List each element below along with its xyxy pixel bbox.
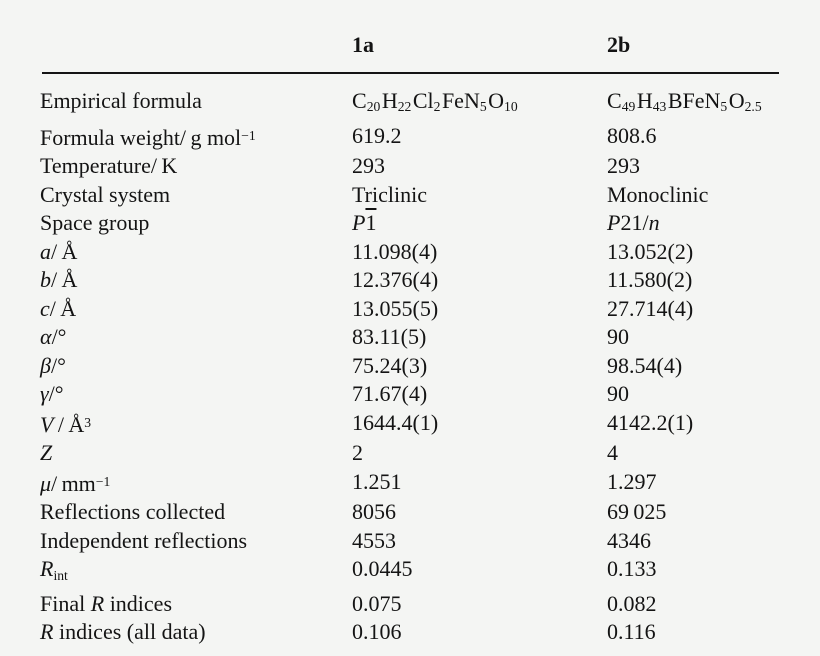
value-1a: 1.251 — [352, 468, 402, 494]
value-2b: 4346 — [607, 527, 651, 553]
value-1a: 0.0445 — [352, 556, 413, 582]
value-1a: 11.098(4) — [352, 238, 438, 264]
table-row: γ/° 71.67(4) 90 — [40, 380, 820, 408]
value-2b: C49H43BFeN5O2.5 — [607, 88, 762, 115]
row-label: Formula weight/ g mol−1 — [40, 125, 256, 151]
value-2b: 4 — [607, 440, 618, 466]
table-row: b/ Å 12.376(4) 11.580(2) — [40, 266, 820, 294]
table-row: c/ Å 13.055(5) 27.714(4) — [40, 295, 820, 323]
table-row: Formula weight/ g mol−1 619.2 808.6 — [40, 122, 820, 153]
value-1a: 12.376(4) — [352, 267, 439, 293]
value-1a: P1 — [352, 210, 377, 236]
value-1a: 4553 — [352, 527, 396, 553]
table-row: Independent reflections 4553 4346 — [40, 527, 820, 555]
value-1a: Triclinic — [352, 181, 427, 207]
table-row: Temperature/ K 293 293 — [40, 152, 820, 180]
value-2b: Monoclinic — [607, 181, 709, 207]
table-row: Z 2 4 — [40, 439, 820, 467]
column-header-1a: 1a — [352, 32, 374, 57]
value-2b: 293 — [607, 153, 640, 179]
table-row: β/° 75.24(3) 98.54(4) — [40, 352, 820, 380]
row-label: γ/° — [40, 381, 64, 407]
value-1a: 1644.4(1) — [352, 409, 439, 435]
value-1a: 0.075 — [352, 591, 402, 617]
table-row: α/° 83.11(5) 90 — [40, 323, 820, 351]
row-label: α/° — [40, 324, 67, 350]
row-label: Rint — [40, 556, 68, 583]
value-1a: 83.11(5) — [352, 324, 427, 350]
value-2b: 4142.2(1) — [607, 409, 694, 435]
value-2b: 0.116 — [607, 619, 656, 645]
value-2b: 27.714(4) — [607, 295, 694, 321]
row-label: a/ Å — [40, 238, 78, 264]
value-1a: C20H22Cl2FeN5O10 — [352, 88, 518, 115]
table-row: Rint 0.0445 0.133 — [40, 555, 820, 590]
value-2b: 0.082 — [607, 591, 657, 617]
value-2b: 1.297 — [607, 468, 657, 494]
header-spacer — [40, 32, 352, 72]
row-label: c/ Å — [40, 295, 77, 321]
table-row: V / Å3 1644.4(1) 4142.2(1) — [40, 409, 820, 440]
value-1a: 0.106 — [352, 619, 402, 645]
value-2b: 0.133 — [607, 556, 657, 582]
value-2b: 11.580(2) — [607, 267, 693, 293]
table-header-row: 1a 2b — [40, 32, 820, 72]
table-body: Empirical formula C20H22Cl2FeN5O10 C49H43B… — [40, 87, 820, 647]
header-rule — [42, 72, 779, 74]
row-label: Reflections collected — [40, 499, 226, 525]
value-2b: 13.052(2) — [607, 238, 694, 264]
row-label: Crystal system — [40, 181, 171, 207]
table-row: R indices (all data) 0.106 0.116 — [40, 618, 820, 646]
table-row: Crystal system Triclinic Monoclinic — [40, 181, 820, 209]
row-label: Temperature/ K — [40, 153, 178, 179]
value-2b: P21/n — [607, 210, 660, 236]
value-1a: 619.2 — [352, 122, 402, 148]
row-label: R indices (all data) — [40, 619, 206, 645]
row-label: V / Å3 — [40, 411, 92, 437]
value-1a: 2 — [352, 440, 363, 466]
value-2b: 90 — [607, 324, 629, 350]
value-2b: 98.54(4) — [607, 352, 683, 378]
table-row: μ/ mm−1 1.251 1.297 — [40, 468, 820, 499]
table-row: Empirical formula C20H22Cl2FeN5O10 C49H43B… — [40, 87, 820, 122]
row-label: β/° — [40, 352, 66, 378]
row-label: Z — [40, 440, 53, 466]
value-1a: 293 — [352, 153, 385, 179]
row-label: Space group — [40, 210, 150, 236]
value-2b: 808.6 — [607, 122, 657, 148]
row-label: Empirical formula — [40, 88, 202, 113]
row-label: Independent reflections — [40, 527, 248, 553]
value-2b: 90 — [607, 381, 629, 407]
row-label: Final R indices — [40, 591, 173, 617]
value-1a: 8056 — [352, 499, 396, 525]
table-row: Final R indices 0.075 0.082 — [40, 590, 820, 618]
column-header-2b: 2b — [607, 32, 631, 57]
table-row: Reflections collected 8056 69 025 — [40, 498, 820, 526]
value-1a: 71.67(4) — [352, 381, 428, 407]
value-1a: 75.24(3) — [352, 352, 428, 378]
table-row: Space group P1 P21/n — [40, 209, 820, 237]
value-1a: 13.055(5) — [352, 295, 439, 321]
row-label: μ/ mm−1 — [40, 470, 111, 496]
row-label: b/ Å — [40, 267, 78, 293]
value-2b: 69 025 — [607, 499, 667, 525]
table-row: a/ Å 11.098(4) 13.052(2) — [40, 238, 820, 266]
